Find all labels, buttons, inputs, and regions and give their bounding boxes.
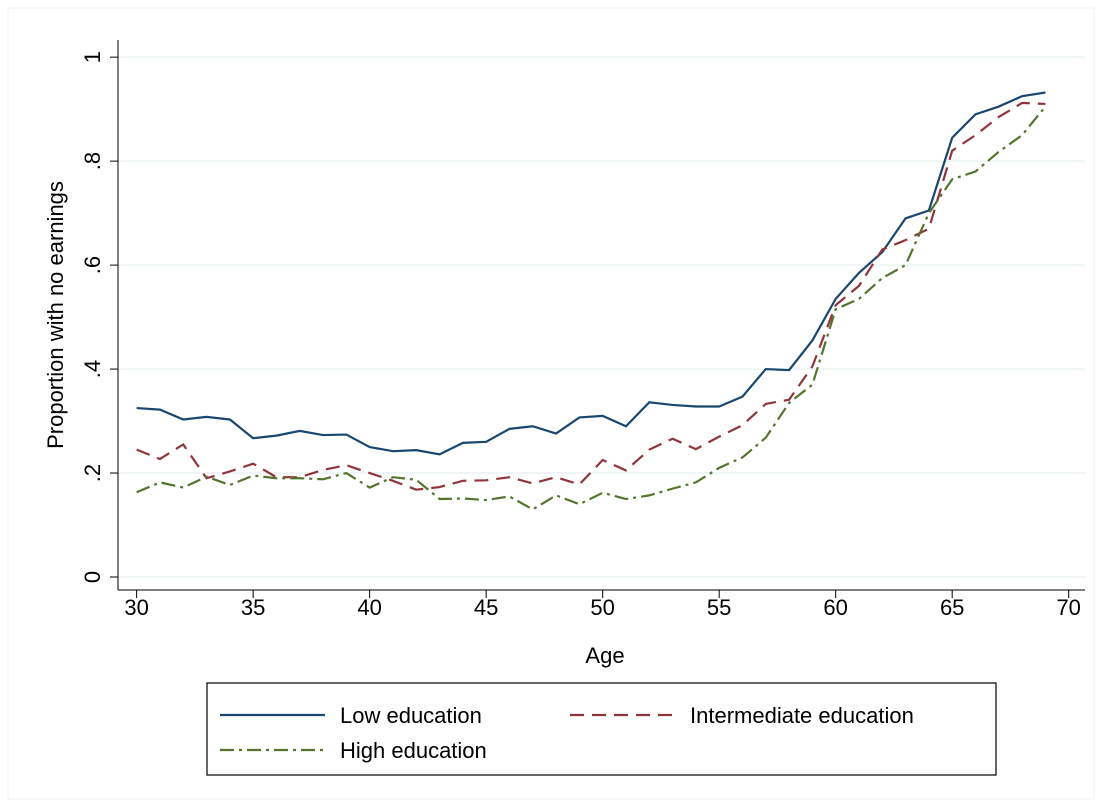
x-tick-label: 50 xyxy=(590,595,614,620)
x-tick-label: 55 xyxy=(707,595,731,620)
legend-label: Low education xyxy=(340,703,482,728)
x-tick-label: 65 xyxy=(940,595,964,620)
series-line xyxy=(136,101,1046,491)
legend-label: Intermediate education xyxy=(690,703,914,728)
legend-box xyxy=(206,682,997,776)
legend-label: High education xyxy=(340,738,487,763)
x-axis-label: Age xyxy=(585,643,624,668)
y-tick-label: .8 xyxy=(80,152,105,170)
y-tick-label: 0 xyxy=(80,571,105,583)
y-axis-label: Proportion with no earnings xyxy=(43,181,68,449)
series-line xyxy=(136,91,1046,456)
x-tick-label: 30 xyxy=(124,595,148,620)
x-tick-label: 35 xyxy=(241,595,265,620)
y-tick-label: .4 xyxy=(80,360,105,378)
y-tick-label: .2 xyxy=(80,464,105,482)
x-tick-label: 70 xyxy=(1056,595,1080,620)
y-tick-label: .6 xyxy=(80,256,105,274)
y-tick-label: 1 xyxy=(80,51,105,63)
x-tick-label: 60 xyxy=(823,595,847,620)
series-line xyxy=(136,105,1047,511)
x-tick-label: 40 xyxy=(357,595,381,620)
x-tick-label: 45 xyxy=(474,595,498,620)
background xyxy=(7,7,1095,800)
